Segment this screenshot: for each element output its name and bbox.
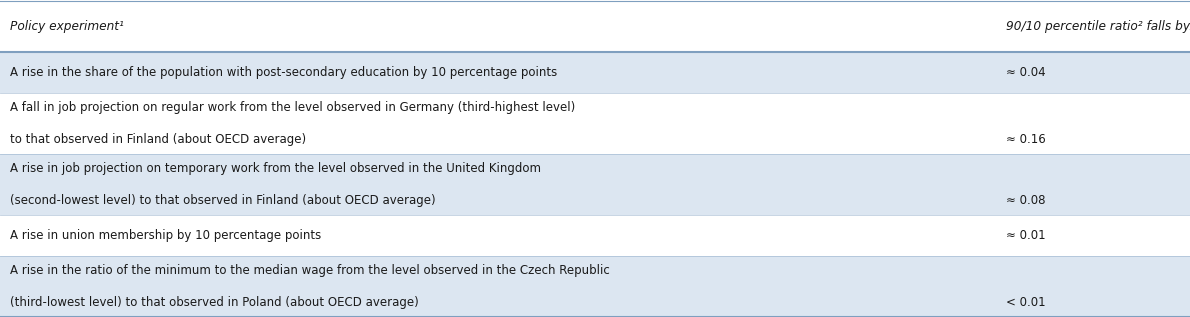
Text: ≈ 0.16: ≈ 0.16 xyxy=(1006,133,1045,146)
Bar xyxy=(0,154,1190,215)
Text: A rise in the share of the population with post-secondary education by 10 percen: A rise in the share of the population wi… xyxy=(10,66,557,79)
Text: ≈ 0.08: ≈ 0.08 xyxy=(1006,194,1045,207)
Text: A rise in union membership by 10 percentage points: A rise in union membership by 10 percent… xyxy=(10,229,321,242)
Text: < 0.01: < 0.01 xyxy=(1006,296,1045,309)
Text: (third-lowest level) to that observed in Poland (about OECD average): (third-lowest level) to that observed in… xyxy=(10,296,418,309)
Text: ≈ 0.01: ≈ 0.01 xyxy=(1006,229,1045,242)
Text: to that observed in Finland (about OECD average): to that observed in Finland (about OECD … xyxy=(10,133,306,146)
Text: ≈ 0.04: ≈ 0.04 xyxy=(1006,66,1045,79)
Text: A rise in the ratio of the minimum to the median wage from the level observed in: A rise in the ratio of the minimum to th… xyxy=(10,264,609,277)
Text: Policy experiment¹: Policy experiment¹ xyxy=(10,20,124,33)
Text: A fall in job projection on regular work from the level observed in Germany (thi: A fall in job projection on regular work… xyxy=(10,101,575,114)
Text: A rise in job projection on temporary work from the level observed in the United: A rise in job projection on temporary wo… xyxy=(10,162,540,175)
Bar xyxy=(0,256,1190,317)
Text: (second-lowest level) to that observed in Finland (about OECD average): (second-lowest level) to that observed i… xyxy=(10,194,436,207)
Bar xyxy=(0,52,1190,93)
Text: 90/10 percentile ratio² falls by...: 90/10 percentile ratio² falls by... xyxy=(1006,20,1190,33)
